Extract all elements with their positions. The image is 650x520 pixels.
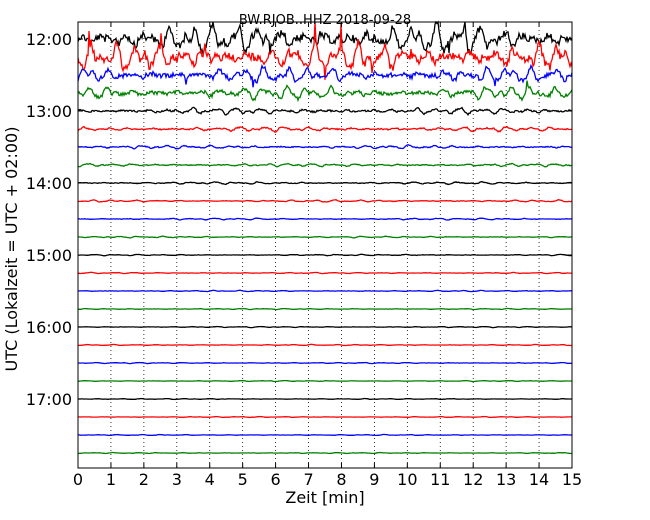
x-tick-label: 4 — [205, 470, 215, 489]
trace-line — [77, 271, 573, 275]
trace-line — [77, 235, 572, 239]
trace-line — [77, 451, 573, 455]
x-tick-label: 1 — [106, 470, 116, 489]
y-tick-label: 17:00 — [26, 390, 72, 409]
trace-line — [78, 361, 572, 365]
plot-frame — [77, 21, 573, 469]
trace-line — [77, 80, 573, 103]
x-axis: 0 1 2 3 4 5 6 7 8 9 10 11 12 13 14 15 — [73, 22, 582, 489]
x-tick-label: 11 — [430, 470, 450, 489]
trace-line — [77, 21, 573, 80]
chart-title: BW.RJOB..HHZ 2018-09-28 — [239, 13, 411, 28]
trace-line — [77, 63, 573, 88]
trace-line — [77, 199, 573, 203]
y-tick-label: 14:00 — [26, 174, 72, 193]
x-tick-label: 2 — [139, 470, 149, 489]
trace-line — [77, 253, 573, 257]
trace-line — [77, 162, 573, 168]
trace-line — [77, 217, 573, 221]
x-tick-label: 14 — [529, 470, 549, 489]
trace-line — [77, 289, 573, 293]
y-axis: 12:00 13:00 14:00 15:00 16:00 17:00 — [26, 30, 572, 409]
y-tick-label: 16:00 — [26, 318, 72, 337]
y-tick-label: 12:00 — [26, 30, 72, 49]
y-axis-label: UTC (Lokalzeit = UTC + 02:00) — [2, 127, 21, 372]
x-tick-label: 0 — [73, 470, 83, 489]
x-tick-label: 9 — [369, 470, 379, 489]
x-tick-label: 10 — [397, 470, 417, 489]
x-tick-label: 7 — [303, 470, 313, 489]
trace-line — [78, 307, 572, 311]
traces — [77, 20, 573, 455]
y-tick-label: 13:00 — [26, 102, 72, 121]
trace-line — [78, 143, 573, 150]
trace-line — [77, 379, 572, 383]
trace-line — [77, 106, 573, 116]
x-tick-label: 13 — [496, 470, 516, 489]
x-tick-label: 5 — [238, 470, 248, 489]
x-axis-label: Zeit [min] — [285, 488, 364, 507]
x-tick-label: 8 — [336, 470, 346, 489]
trace-line — [77, 325, 573, 329]
x-tick-label: 15 — [562, 470, 582, 489]
trace-line — [78, 415, 573, 419]
vertical-grid — [110, 22, 540, 468]
x-tick-label: 6 — [271, 470, 281, 489]
trace-line — [77, 125, 573, 133]
trace-line — [78, 343, 573, 347]
x-tick-label: 3 — [172, 470, 182, 489]
x-tick-label: 12 — [463, 470, 483, 489]
trace-line — [77, 433, 573, 437]
y-tick-label: 15:00 — [26, 246, 72, 265]
trace-line — [78, 397, 572, 401]
trace-line — [77, 181, 573, 186]
